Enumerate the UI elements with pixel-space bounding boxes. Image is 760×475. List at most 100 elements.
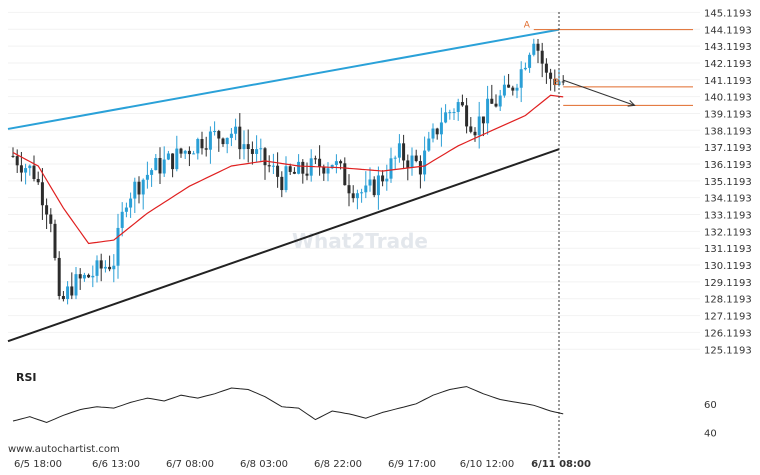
candle-body — [19, 165, 23, 173]
time-tick-label: 6/8 22:00 — [314, 459, 362, 470]
forecast-arrow-shaft — [563, 79, 635, 106]
price-tick-label: 144.1193 — [704, 25, 752, 36]
candle-body — [242, 144, 246, 150]
candle-body — [389, 158, 393, 179]
candle-body — [158, 158, 162, 174]
candle-body — [515, 87, 519, 91]
price-tick-label: 142.1193 — [704, 59, 752, 70]
candle-body — [528, 54, 532, 68]
candle-body — [397, 143, 401, 158]
candle-body — [460, 102, 464, 106]
candle-body — [553, 78, 557, 86]
candle-body — [124, 207, 128, 212]
footer-url: www.autochartist.com — [8, 444, 120, 455]
candle-body — [427, 138, 431, 151]
candle-body — [523, 67, 527, 70]
candle-body — [544, 63, 548, 73]
candle-body — [145, 174, 149, 180]
support-line — [7, 148, 560, 343]
price-tick-label: 137.1193 — [704, 143, 752, 154]
resistance-line — [7, 28, 560, 130]
candle-body — [456, 102, 460, 112]
price-tick-label: 133.1193 — [704, 211, 752, 222]
candle-body — [196, 139, 200, 154]
candle-body — [99, 260, 103, 269]
price-axis: 145.1193 144.1193 143.1193 142.1193 141.1193… — [704, 8, 752, 356]
candle-body — [53, 223, 57, 258]
candle-body — [381, 175, 385, 182]
candle-body — [259, 148, 263, 150]
candle-body — [200, 139, 204, 149]
candle-body — [49, 214, 53, 224]
watermark: What2Trade — [292, 229, 428, 253]
time-tick-label: 6/8 03:00 — [240, 459, 288, 470]
price-tick-label: 127.1193 — [704, 312, 752, 323]
candle-body — [368, 179, 372, 186]
price-tick-label: 125.1193 — [704, 345, 752, 356]
candle-body — [192, 153, 196, 155]
price-tick-label: 130.1193 — [704, 261, 752, 272]
moving-average-line — [12, 94, 564, 245]
candle-body — [108, 266, 112, 270]
time-tick-label: 6/6 13:00 — [92, 459, 140, 470]
candle-body — [507, 84, 511, 88]
time-tick-label: 6/9 17:00 — [388, 459, 436, 470]
candle-body — [70, 286, 74, 296]
candle-body — [141, 179, 145, 195]
time-tick-label: 6/10 12:00 — [460, 459, 514, 470]
candle-body — [229, 133, 233, 138]
price-tick-label: 135.1193 — [704, 177, 752, 188]
candle-body — [465, 105, 469, 127]
candle-body — [297, 161, 301, 174]
candle-body — [469, 126, 473, 132]
candle-body — [66, 286, 70, 300]
time-axis: 6/5 18:00 6/6 13:00 6/7 08:00 6/8 03:00 6/8 … — [14, 459, 591, 470]
level-lines: AB — [524, 21, 693, 106]
candle-body — [24, 168, 28, 173]
candle-body — [502, 84, 506, 96]
candle-body — [494, 103, 498, 107]
candle-body — [330, 164, 334, 169]
candle-body — [557, 81, 561, 86]
candle-body — [154, 158, 158, 171]
candle-body — [213, 131, 217, 133]
candle-body — [15, 156, 19, 166]
rsi-tick-label: 60 — [704, 400, 717, 411]
candle-body — [326, 168, 330, 174]
candle-body — [288, 166, 292, 172]
candle-body — [477, 116, 481, 136]
pattern-lines — [7, 28, 560, 343]
candle-body — [175, 148, 179, 170]
candle-body — [78, 274, 82, 279]
price-tick-label: 134.1193 — [704, 194, 752, 205]
candle-body — [61, 296, 65, 300]
candle-body — [234, 126, 238, 134]
level-a-marker: A — [524, 21, 531, 31]
candle-body — [36, 178, 40, 183]
candle-body — [439, 122, 443, 135]
candle-body — [498, 95, 502, 107]
candle-body — [179, 148, 183, 154]
candle-body — [431, 128, 435, 139]
candle-body — [87, 274, 91, 278]
candle-body — [221, 138, 225, 145]
candle-body — [519, 69, 523, 88]
candle-body — [91, 275, 95, 278]
candle-body — [473, 131, 477, 136]
candle-body — [301, 161, 305, 174]
candle-body — [284, 166, 288, 191]
candle-body — [95, 260, 99, 276]
candle-body — [28, 165, 32, 169]
candle-body — [208, 131, 212, 150]
price-tick-label: 145.1193 — [704, 8, 752, 19]
price-tick-label: 138.1193 — [704, 126, 752, 137]
candle-body — [355, 193, 359, 199]
candle-body — [435, 128, 439, 135]
candle-body — [82, 274, 86, 279]
candle-body — [536, 43, 540, 51]
rsi-tick-label: 40 — [704, 429, 717, 440]
price-tick-label: 136.1193 — [704, 160, 752, 171]
candle-body — [351, 193, 355, 199]
candle-body — [11, 155, 15, 157]
time-tick-label: 6/5 18:00 — [14, 459, 62, 470]
